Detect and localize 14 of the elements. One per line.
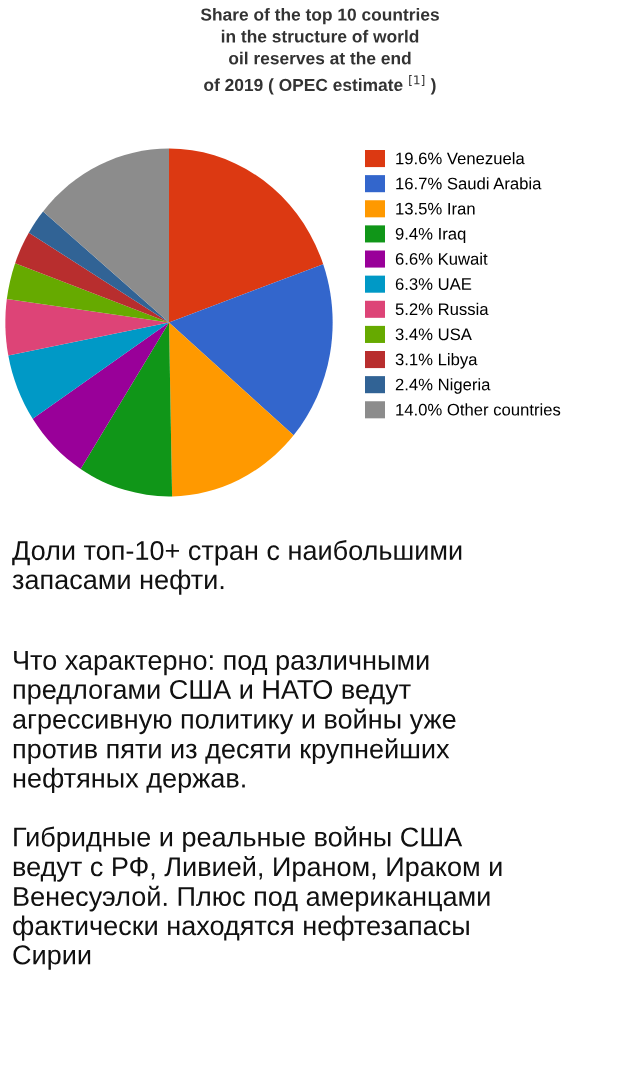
text: Что характерно: под различными предлогами США и НАТО ведут агрессивную политику и войны уже против пяти из десяти крупнейших нефтяных держав. Гибридные и реальные войны США ведут с РФ, Ливией, Ираном, Ираком и Венесуэлой. Плюс под американцами фактически находятся нефтезапасы Сирии	[13, 650, 502, 970]
text: Доли топ-10+ стран с наибольшими запасами нефти.	[12, 540, 462, 595]
legend-label: 5.2% Russia	[395, 302, 489, 316]
legend-label: 6.6% Kuwait	[395, 252, 488, 265]
legend-label: 13.5% Iran	[396, 202, 475, 215]
legend-label: 3.4% USA	[395, 328, 472, 341]
legend-label: 3.1% Libya	[395, 353, 478, 369]
legend-label: 16.7% Saudi Arabia	[396, 177, 542, 190]
chart-title: Share of the top 10 countries in the structure of world oil reserves at the end of 2019 ( OPEC estimate $^{[1]}$ )	[200, 8, 439, 95]
legend-label: 9.4% Iraq	[395, 227, 466, 243]
legend-label: 2.4% Nigeria	[395, 378, 491, 394]
legend-label: 19.6% Venezuela	[396, 152, 525, 165]
legend-label: 6.3% UAE	[395, 278, 472, 290]
legend-label: 14.0% Other countries	[396, 403, 561, 416]
